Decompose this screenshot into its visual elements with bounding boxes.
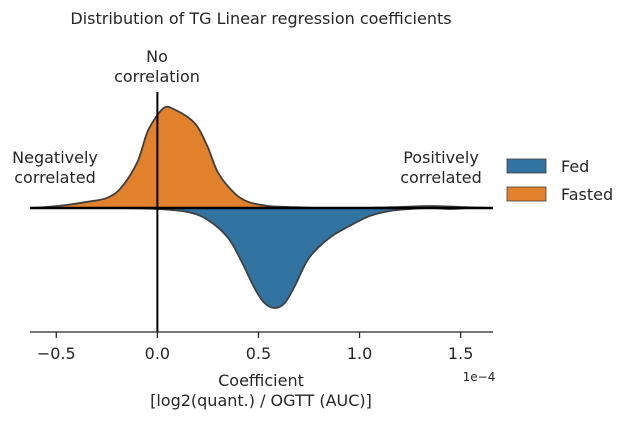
legend-swatch-fed (506, 158, 547, 174)
legend-label-fasted: Fasted (561, 185, 613, 204)
x-tick-label: 0.0 (145, 344, 170, 363)
x-tick-label: 0.5 (246, 344, 271, 363)
legend-swatch-fasted (506, 186, 547, 202)
annotation-negatively-line2: correlated (14, 168, 95, 187)
x-tick-label: −0.5 (37, 344, 76, 363)
legend: Fed Fasted (506, 157, 613, 204)
annotation-positively-line2: correlated (400, 168, 481, 187)
x-axis-ticks: −0.5 0.0 0.5 1.0 1.5 (37, 332, 473, 363)
density-area-fed (30, 207, 493, 308)
chart-title: Distribution of TG Linear regression coe… (70, 9, 451, 28)
annotation-no-correlation-line2: correlation (114, 67, 200, 86)
x-axis-label-line2: [log2(quant.) / OGTT (AUC)] (150, 391, 372, 410)
density-area-fasted (30, 106, 493, 209)
x-tick-label: 1.0 (347, 344, 372, 363)
annotation-negatively-line1: Negatively (12, 148, 98, 167)
x-tick-label: 1.5 (448, 344, 473, 363)
legend-label-fed: Fed (561, 157, 589, 176)
x-axis-label-line1: Coefficient (218, 371, 304, 390)
annotation-positively-line1: Positively (403, 148, 479, 167)
x-axis-offset-text: 1e−4 (463, 370, 496, 384)
annotation-no-correlation-line1: No (146, 47, 168, 66)
plot-area (29, 92, 494, 333)
